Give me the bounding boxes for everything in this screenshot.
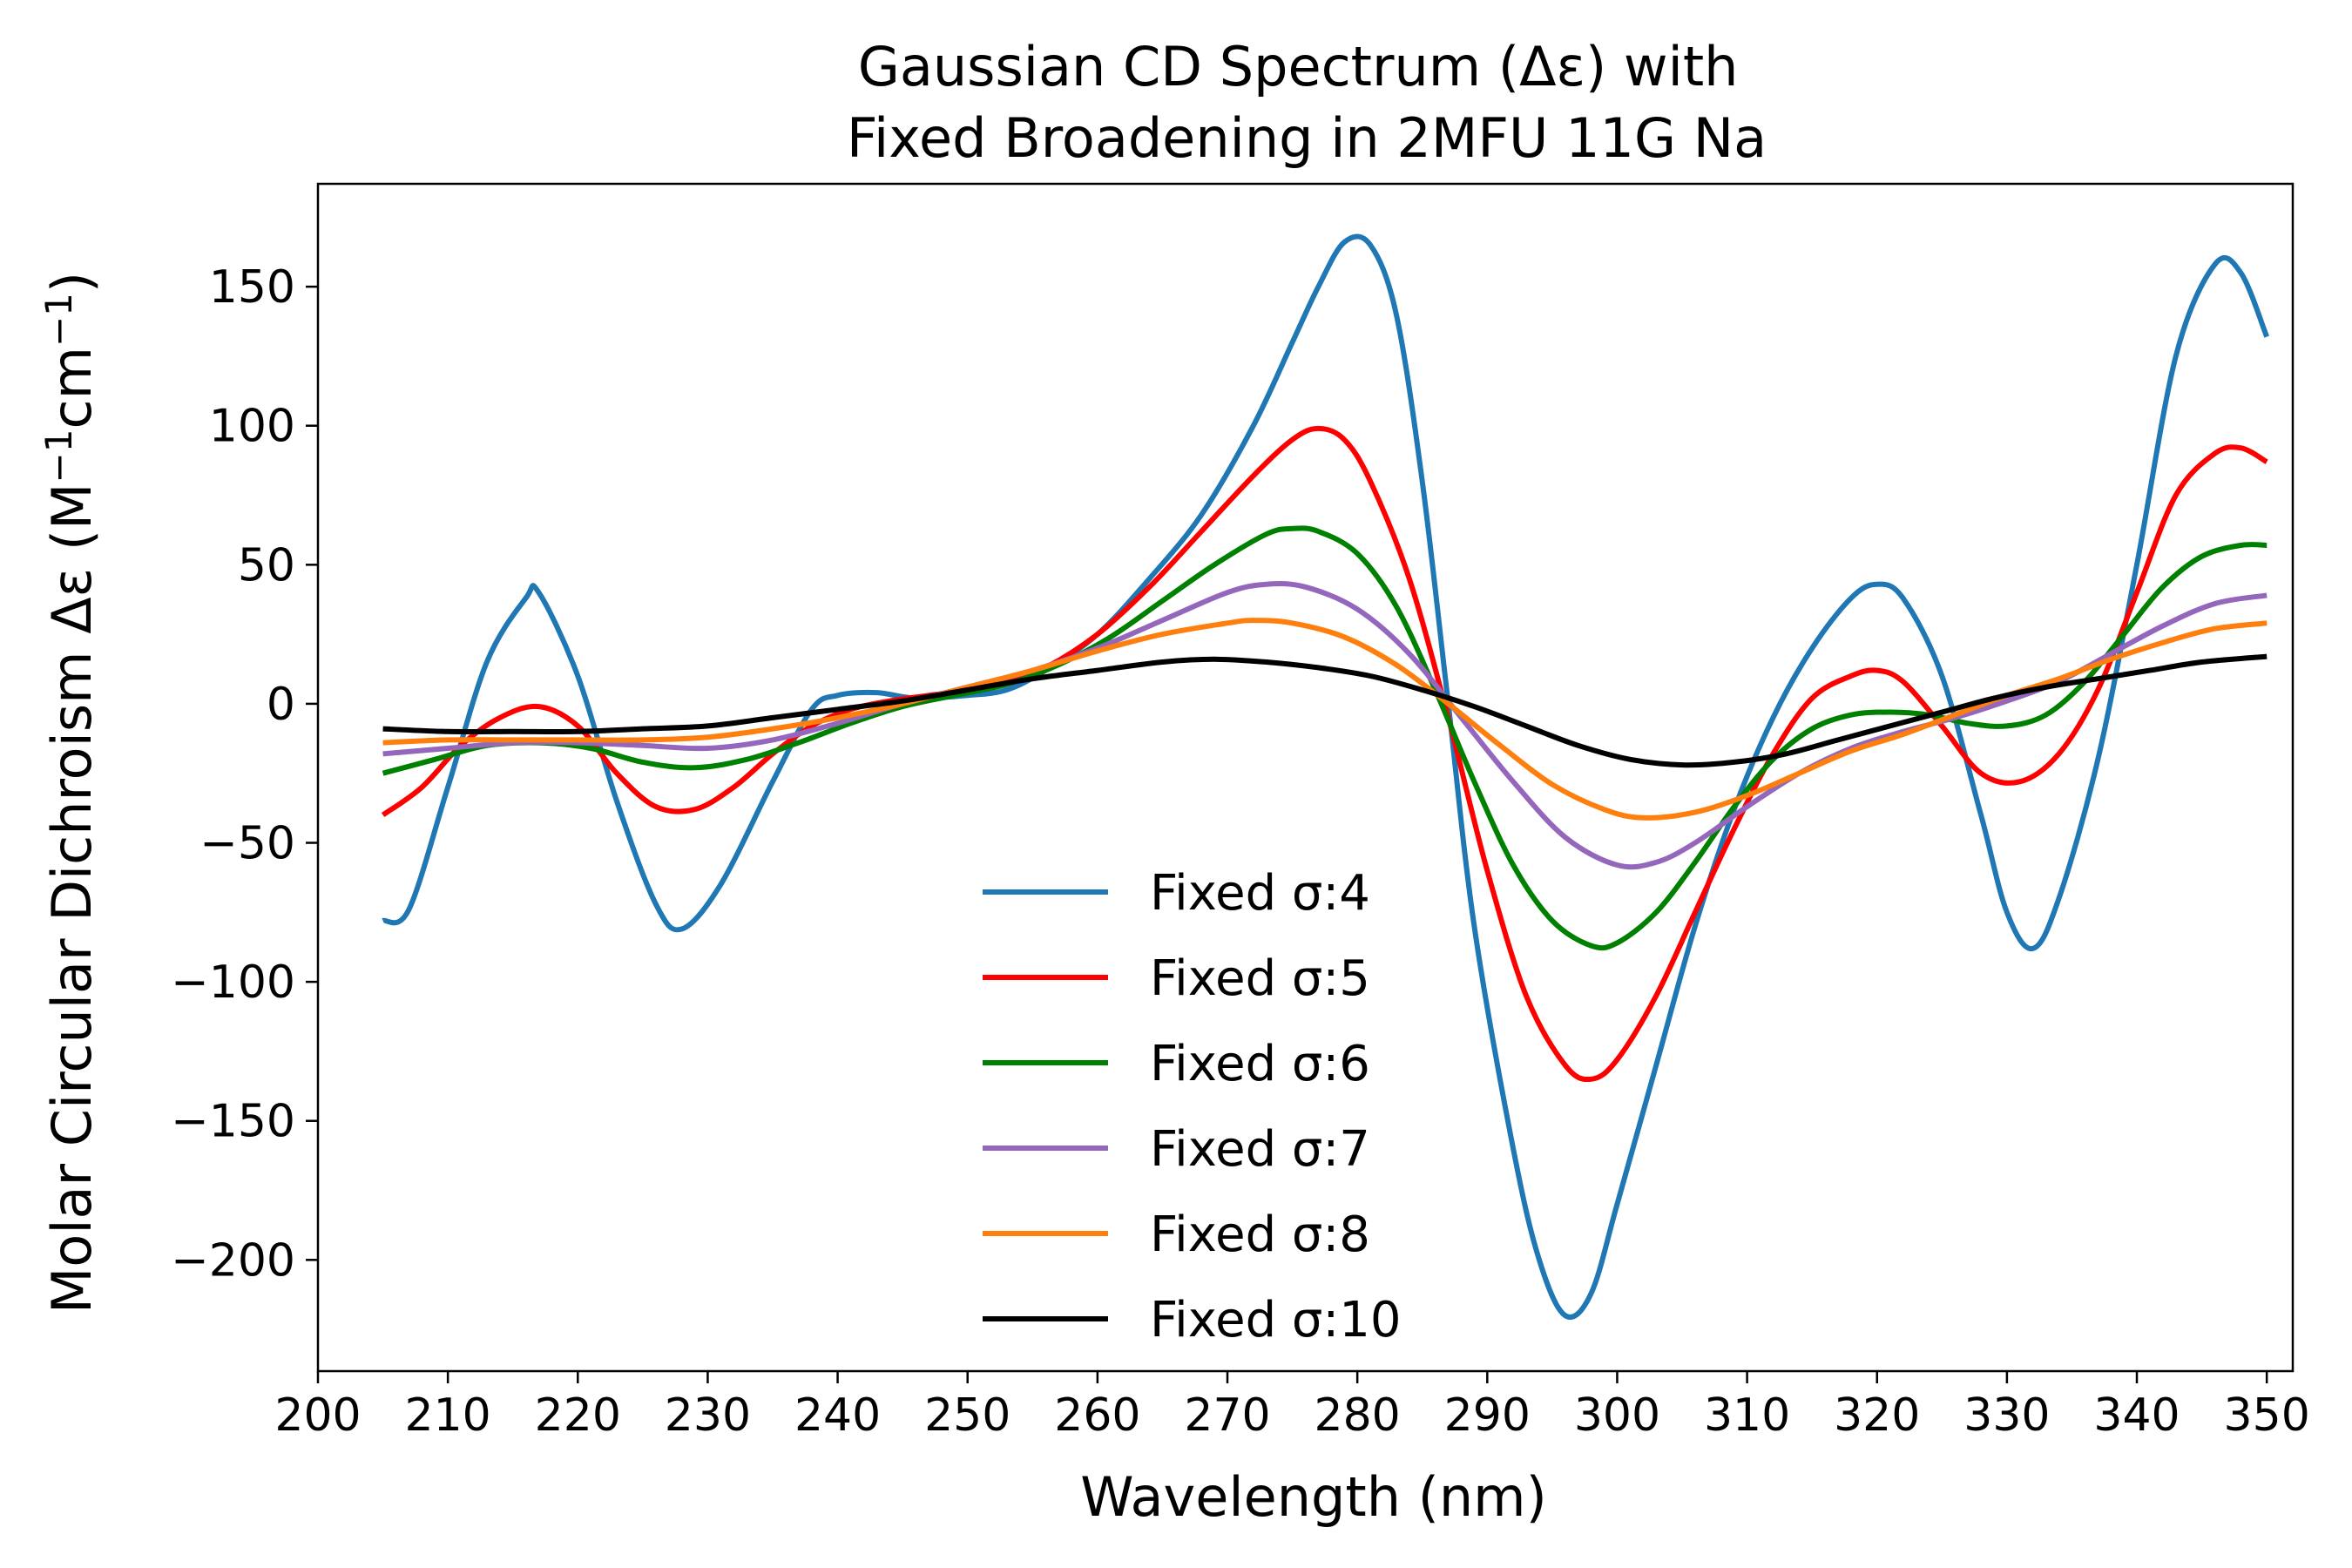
chart-title-line-1: Gaussian CD Spectrum (Δε) with [858, 35, 1739, 98]
y-axis-label-sup-2: −1 [37, 293, 80, 347]
legend-label-6: Fixed σ:10 [1150, 1292, 1402, 1348]
x-tick-label: 320 [1834, 1389, 1920, 1442]
chart-title-line-2: Fixed Broadening in 2MFU 11G Na [847, 106, 1767, 170]
x-tick-label: 230 [665, 1389, 751, 1442]
x-tick-label: 260 [1054, 1389, 1140, 1442]
y-tick-label: 0 [267, 679, 295, 731]
x-axis-ticks: 200 210 220 230 240 250 260 270 280 290 300 310 320 3… [274, 1371, 2310, 1442]
series-lines [381, 233, 2269, 1320]
y-tick-label: 50 [238, 539, 295, 591]
x-tick-label: 330 [1963, 1389, 2050, 1442]
y-tick-label: 100 [209, 401, 295, 453]
x-axis-label: Wavelength (nm) [1080, 1465, 1547, 1529]
y-axis-label-sup-1: −1 [37, 429, 80, 483]
series-line-4 [382, 580, 2268, 870]
legend-label-1: Fixed σ:4 [1150, 865, 1370, 922]
legend: Fixed σ:4 Fixed σ:5 Fixed σ:6 Fixed σ:7 Fixe… [983, 865, 1402, 1348]
series-line-5 [382, 618, 2268, 821]
series-line-2 [381, 425, 2268, 1083]
y-axis-label-prefix: Molar Circular Dichroism Δε (M [40, 483, 104, 1314]
x-tick-label: 290 [1444, 1389, 1531, 1442]
y-axis-label: Molar Circular Dichroism Δε (M−1cm−1) [37, 272, 104, 1314]
x-tick-label: 200 [274, 1389, 361, 1442]
legend-label-2: Fixed σ:5 [1150, 950, 1370, 1007]
x-tick-label: 210 [405, 1389, 491, 1442]
y-tick-label: −50 [199, 818, 295, 870]
x-tick-label: 340 [2093, 1389, 2180, 1442]
y-tick-label: −100 [171, 956, 295, 1009]
series-line-1 [382, 233, 2269, 1320]
legend-label-5: Fixed σ:8 [1150, 1206, 1370, 1263]
y-axis-label-suffix: ) [40, 272, 104, 293]
legend-label-4: Fixed σ:7 [1150, 1121, 1370, 1178]
y-axis-ticks: 150 100 50 0 −50 −100 −150 −200 [171, 261, 318, 1287]
plot-area [381, 233, 2269, 1320]
x-tick-label: 350 [2224, 1389, 2310, 1442]
x-tick-label: 270 [1184, 1389, 1270, 1442]
plot-frame [316, 182, 2295, 1373]
x-tick-label: 300 [1574, 1389, 1660, 1442]
y-tick-label: −200 [171, 1234, 295, 1287]
chart-title: Gaussian CD Spectrum (Δε) with Fixed Bro… [847, 35, 1767, 170]
series-line-6 [382, 653, 2268, 768]
legend-label-3: Fixed σ:6 [1150, 1036, 1370, 1092]
x-tick-label: 280 [1315, 1389, 1401, 1442]
x-tick-label: 310 [1704, 1389, 1790, 1442]
x-tick-label: 240 [794, 1389, 881, 1442]
y-axis-label-mid: cm [40, 347, 104, 429]
x-tick-label: 220 [535, 1389, 621, 1442]
y-tick-label: −150 [171, 1096, 295, 1148]
x-tick-label: 250 [924, 1389, 1010, 1442]
y-tick-label: 150 [209, 261, 295, 314]
